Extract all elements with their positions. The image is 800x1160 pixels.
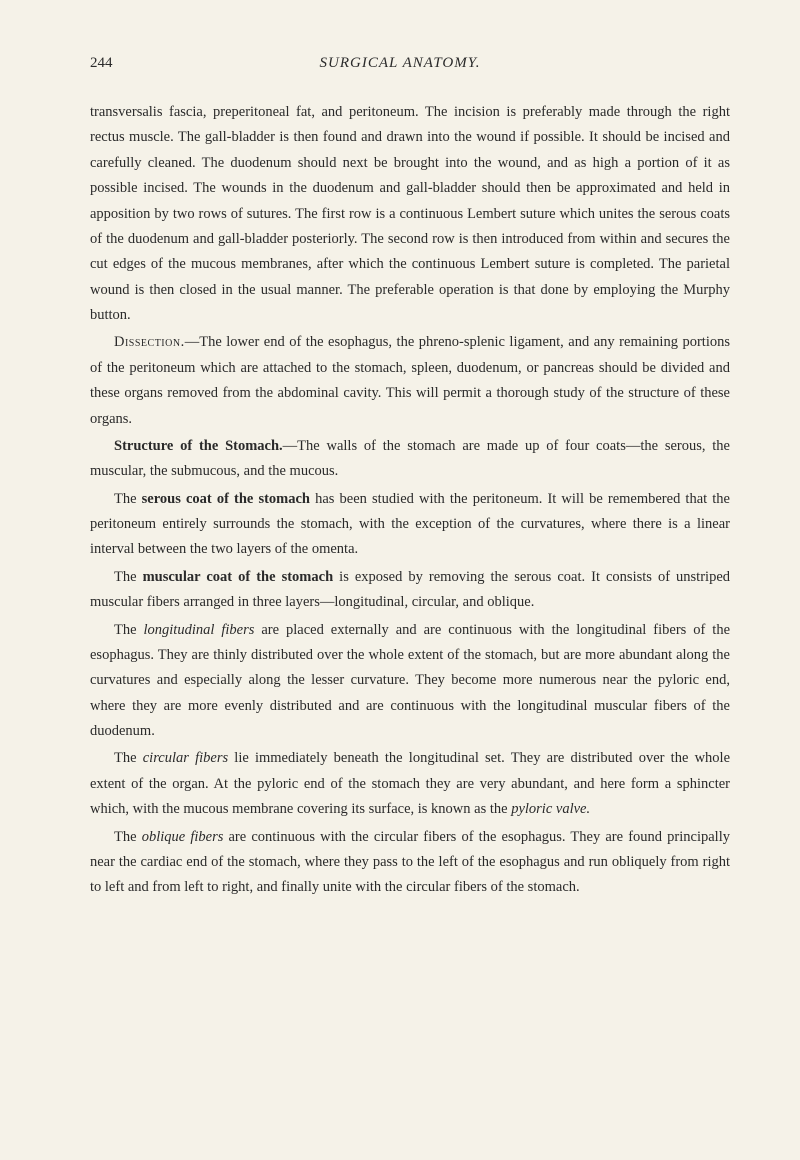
page-content: transversalis fascia, preperitoneal fat,…	[90, 100, 730, 901]
paragraph-6: The longitudinal fibers are placed exter…	[90, 618, 730, 745]
paragraph-1: transversalis fascia, preperitoneal fat,…	[90, 100, 730, 328]
paragraph-3: Structure of the Stomach.—The walls of t…	[90, 434, 730, 485]
paragraph-5: The muscular coat of the stomach is expo…	[90, 565, 730, 616]
paragraph-7: The circular fibers lie immediately bene…	[90, 746, 730, 822]
running-header: SURGICAL ANATOMY.	[320, 55, 481, 72]
paragraph-4: The serous coat of the stomach has been …	[90, 487, 730, 563]
page-number: 244	[90, 55, 113, 72]
paragraph-2: Dissection.—The lower end of the esophag…	[90, 330, 730, 432]
paragraph-8: The oblique fibers are continuous with t…	[90, 825, 730, 901]
